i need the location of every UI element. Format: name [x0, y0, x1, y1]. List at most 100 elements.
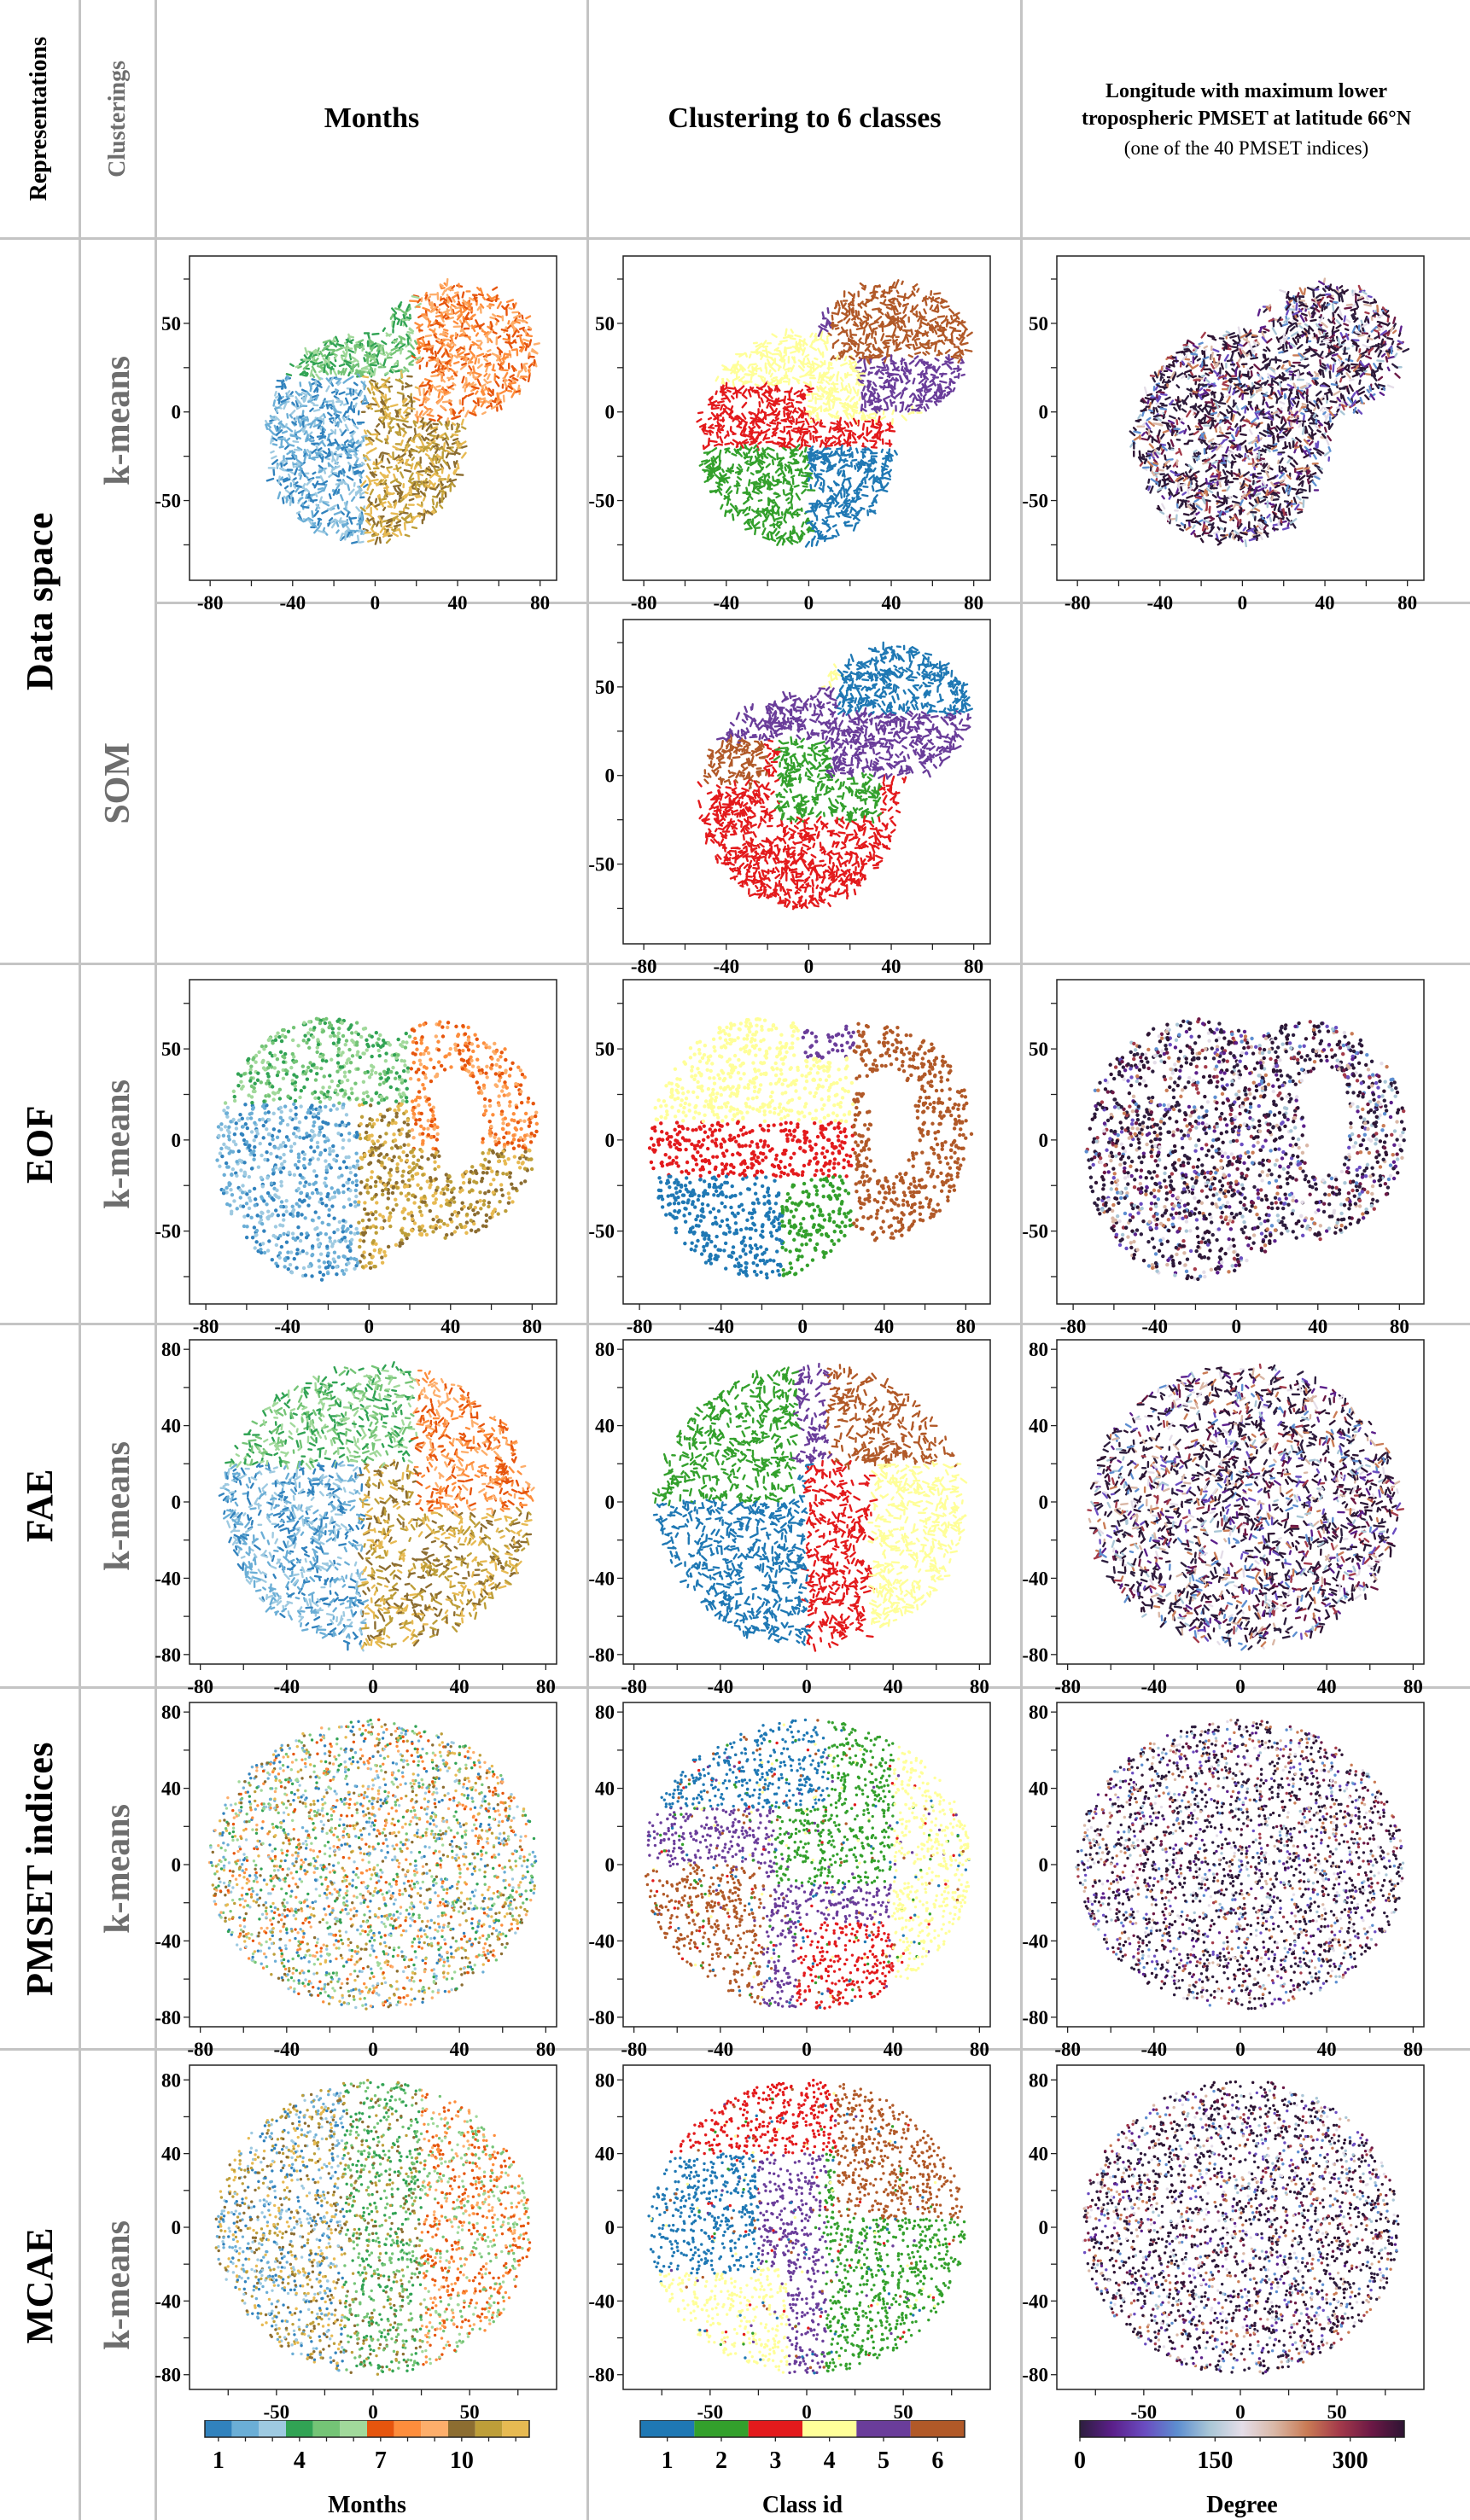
data-point: [427, 440, 434, 449]
data-point: [370, 361, 377, 365]
data-point: [280, 460, 289, 463]
data-point: [447, 452, 455, 456]
data-point: [346, 475, 354, 481]
data-point: [838, 457, 843, 463]
data-point: [1285, 367, 1292, 372]
data-point: [773, 492, 780, 496]
data-point: [761, 451, 767, 456]
data-point: [429, 304, 434, 309]
data-point: [857, 382, 865, 387]
data-point: [1154, 473, 1158, 479]
data-point: [430, 346, 434, 354]
data-point: [890, 401, 895, 404]
data-point: [385, 351, 390, 356]
data-point: [866, 400, 873, 404]
data-point: [1210, 382, 1217, 387]
data-point: [1318, 329, 1321, 335]
data-point: [787, 463, 790, 469]
data-point: [785, 481, 792, 486]
data-point: [381, 399, 387, 407]
data-point: [790, 429, 797, 434]
data-point: [742, 419, 747, 424]
data-point: [856, 433, 865, 439]
data-point: [1160, 393, 1168, 396]
data-point: [413, 428, 417, 434]
data-point: [1286, 516, 1291, 522]
data-point: [286, 390, 291, 395]
data-point: [923, 297, 930, 300]
data-point: [420, 440, 425, 447]
data-point: [336, 445, 341, 451]
data-point: [766, 401, 771, 409]
data-point: [827, 453, 837, 458]
data-point: [388, 492, 395, 496]
data-point: [766, 533, 770, 540]
data-point: [422, 497, 426, 502]
data-point: [860, 459, 866, 464]
data-point: [813, 472, 818, 479]
data-point: [785, 536, 792, 540]
grid-line: [0, 2048, 1470, 2051]
data-point: [1339, 342, 1345, 346]
data-point: [1336, 408, 1340, 413]
data-point: [1288, 386, 1296, 391]
data-point: [387, 505, 394, 509]
data-point: [703, 478, 711, 483]
data-point: [283, 485, 289, 490]
data-point: [851, 458, 858, 462]
data-point: [1141, 397, 1146, 404]
data-point: [1212, 348, 1220, 353]
data-point: [709, 439, 718, 444]
data-point: [303, 452, 306, 457]
plot-frame: [189, 255, 557, 581]
clusterings-label: Clusterings: [104, 61, 131, 178]
data-point: [940, 319, 947, 324]
data-point: [1139, 462, 1144, 467]
data-point: [833, 304, 838, 310]
data-point: [895, 377, 900, 381]
data-point: [705, 466, 713, 471]
data-point: [954, 354, 962, 358]
data-point: [433, 386, 438, 391]
data-point: [808, 461, 816, 467]
data-point: [1211, 493, 1217, 498]
data-point: [496, 315, 504, 319]
data-point: [948, 357, 954, 361]
data-point: [435, 314, 443, 318]
data-point: [310, 360, 316, 364]
data-point: [444, 359, 452, 365]
data-point: [757, 384, 767, 390]
data-point: [804, 477, 808, 483]
data-point: [381, 381, 387, 387]
data-point: [352, 465, 359, 469]
data-point: [741, 401, 748, 409]
data-point: [827, 393, 836, 398]
data-point: [1350, 392, 1356, 399]
data-point: [325, 351, 331, 360]
data-point: [844, 395, 850, 401]
data-point: [1187, 375, 1192, 381]
data-point: [1176, 477, 1184, 482]
data-point: [435, 474, 441, 478]
data-point: [443, 391, 452, 396]
data-point: [758, 458, 766, 464]
data-point: [362, 375, 370, 379]
data-point: [783, 410, 786, 417]
data-point: [394, 455, 400, 461]
data-point: [453, 354, 458, 359]
data-point: [476, 306, 481, 311]
data-point: [908, 359, 915, 365]
data-point: [446, 364, 450, 372]
data-point: [465, 382, 471, 387]
data-point: [721, 387, 725, 397]
data-point: [376, 358, 380, 365]
data-point: [330, 390, 336, 394]
data-point: [948, 308, 955, 315]
data-point: [840, 300, 844, 308]
data-point: [784, 508, 788, 515]
data-point: [1270, 366, 1276, 371]
row-label-eof: EOF: [0, 965, 79, 1323]
data-point: [880, 488, 889, 492]
data-point: [1267, 412, 1274, 417]
